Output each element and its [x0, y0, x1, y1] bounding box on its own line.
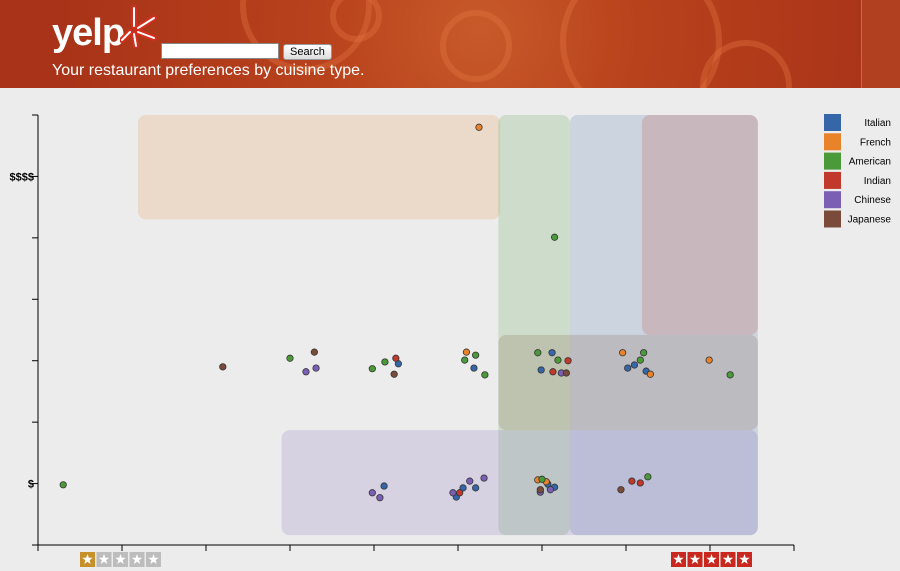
- data-point: [617, 486, 625, 494]
- logo: yelp: [52, 12, 125, 54]
- data-point: [302, 368, 310, 376]
- data-point: [380, 482, 388, 490]
- cuisine-region: [498, 334, 758, 431]
- data-point: [286, 354, 294, 362]
- regions: [137, 115, 758, 536]
- data-point: [462, 348, 470, 356]
- data-point: [472, 351, 480, 359]
- cuisine-region: [569, 115, 758, 536]
- data-point: [368, 489, 376, 497]
- star-ratings: [80, 552, 752, 567]
- data-point: [546, 486, 555, 494]
- data-point: [534, 349, 542, 357]
- legend-label: Japanese: [848, 215, 892, 226]
- data-point: [310, 348, 318, 356]
- legend-label: Italian: [864, 118, 891, 129]
- cuisine-region: [281, 430, 758, 536]
- data-point: [550, 233, 559, 241]
- data-point: [481, 371, 489, 379]
- data-point: [554, 356, 562, 364]
- data-point: [390, 370, 398, 378]
- data-point: [636, 356, 644, 364]
- data-point: [619, 349, 627, 357]
- legend-label: Chinese: [854, 195, 891, 206]
- legend-label: Indian: [864, 176, 891, 187]
- search-input[interactable]: [161, 43, 279, 59]
- data-point: [536, 486, 544, 494]
- legend-swatch: [824, 152, 841, 170]
- legend-swatch: [824, 210, 841, 228]
- data-point: [368, 365, 376, 373]
- data-point: [392, 354, 400, 362]
- data-point: [538, 475, 546, 483]
- legend-label: American: [849, 157, 891, 168]
- data-point: [636, 479, 644, 487]
- data-point: [449, 489, 457, 497]
- cuisine-region: [498, 115, 570, 536]
- data-point: [475, 123, 483, 131]
- data-point: [705, 356, 713, 364]
- data-point: [219, 363, 227, 371]
- data-point: [376, 494, 384, 502]
- data-point: [59, 481, 67, 489]
- data-point: [644, 473, 652, 481]
- cuisine-region: [641, 115, 758, 335]
- data-point: [548, 349, 556, 357]
- data-point: [628, 477, 636, 485]
- data-point: [549, 368, 557, 376]
- legend-swatch: [824, 114, 841, 131]
- header: yelp Search Your restaurant preferences …: [0, 0, 900, 88]
- logo-burst: [120, 5, 157, 48]
- data-point: [466, 477, 474, 485]
- data-point: [624, 364, 632, 372]
- data-point: [480, 474, 488, 482]
- cuisine-region: [137, 115, 500, 220]
- data-point: [461, 356, 469, 364]
- data-point: [564, 357, 572, 365]
- header-strip: [861, 0, 900, 88]
- data-point: [640, 349, 648, 357]
- data-point: [646, 370, 654, 378]
- data-point: [459, 484, 467, 492]
- legend-swatch: [824, 191, 841, 209]
- legend-swatch: [824, 171, 841, 189]
- data-point: [726, 371, 734, 379]
- data-point: [472, 484, 480, 492]
- y-tick-label: $$$$: [10, 171, 34, 183]
- data-point: [630, 361, 639, 369]
- data-point: [312, 364, 320, 372]
- data-point: [562, 369, 570, 377]
- data-point: [456, 489, 464, 497]
- search-button[interactable]: Search: [283, 44, 332, 60]
- subtitle: Your restaurant preferences by cuisine t…: [52, 62, 365, 79]
- legend-swatch: [824, 133, 841, 151]
- data-point: [381, 358, 389, 366]
- data-point: [470, 364, 478, 372]
- data-point: [537, 366, 545, 374]
- y-tick-label: $: [28, 479, 34, 491]
- legend-label: French: [860, 137, 891, 148]
